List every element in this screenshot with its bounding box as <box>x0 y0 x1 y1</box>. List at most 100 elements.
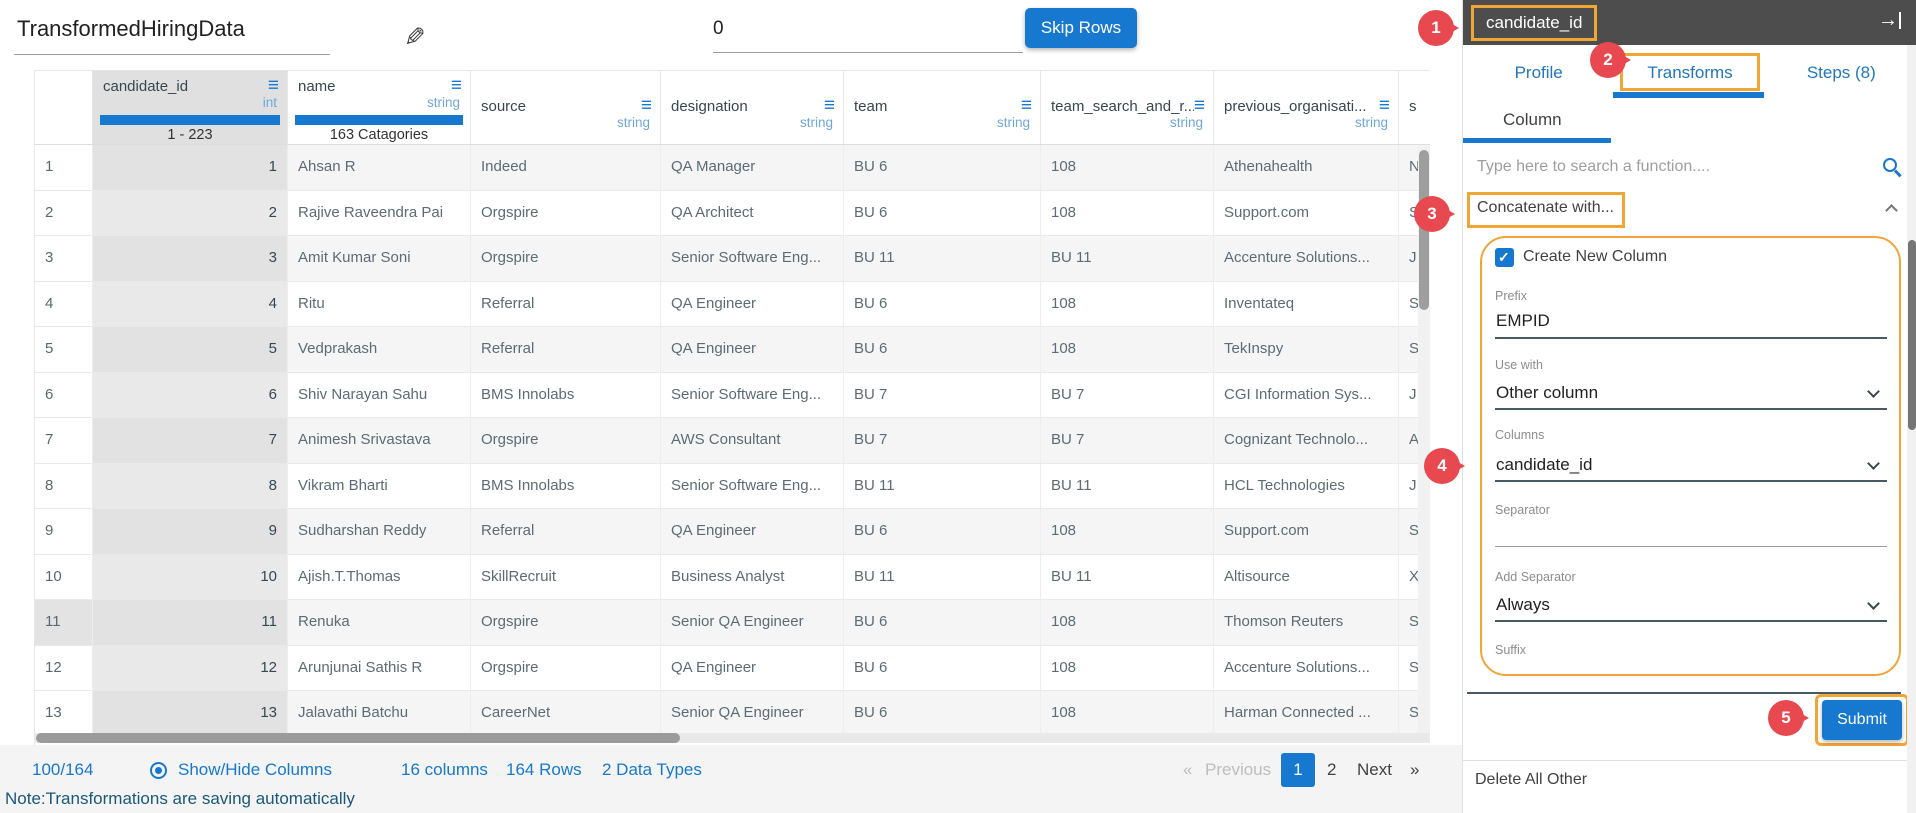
table-cell[interactable]: 108 <box>1041 190 1214 236</box>
table-cell[interactable]: BU 11 <box>1041 463 1214 509</box>
table-cell[interactable]: 1 <box>93 145 288 191</box>
table-cell[interactable]: 4 <box>93 281 288 327</box>
column-header-team-search-and-r-[interactable]: team_search_and_r... ≡ string <box>1041 71 1214 144</box>
table-cell[interactable]: Orgspire <box>471 600 661 646</box>
column-header-candidate-id[interactable]: candidate_id ≡ int 1 - 223 <box>93 71 288 144</box>
table-cell[interactable]: QA Engineer <box>661 281 844 327</box>
table-cell[interactable]: BU 6 <box>844 509 1041 555</box>
table-cell[interactable]: 10 <box>93 554 288 600</box>
table-cell[interactable]: QA Architect <box>661 190 844 236</box>
horizontal-scrollbar-thumb[interactable] <box>36 733 680 743</box>
pagination-next-symbol[interactable]: » <box>1410 760 1420 779</box>
function-concatenate-with[interactable]: Concatenate with... <box>1477 199 1614 216</box>
table-cell[interactable]: 108 <box>1041 281 1214 327</box>
columns-select[interactable]: candidate_id <box>1496 455 1593 474</box>
table-cell[interactable]: CGI Information Sys... <box>1214 372 1399 418</box>
column-header-designation[interactable]: designation ≡ string <box>661 71 844 144</box>
edit-pencil-icon[interactable]: ✎ <box>404 22 426 52</box>
table-cell[interactable]: 108 <box>1041 509 1214 555</box>
table-cell[interactable]: 108 <box>1041 600 1214 646</box>
table-cell[interactable]: Orgspire <box>471 418 661 464</box>
table-cell[interactable]: 13 <box>93 691 288 737</box>
table-cell[interactable]: QA Manager <box>661 145 844 191</box>
search-icon[interactable] <box>1883 158 1897 172</box>
table-cell[interactable]: BU 7 <box>844 418 1041 464</box>
tab-profile[interactable]: Profile <box>1514 63 1563 82</box>
table-cell[interactable]: BU 6 <box>844 691 1041 737</box>
table-cell[interactable]: CareerNet <box>471 691 661 737</box>
tab-transforms[interactable]: Transforms <box>1647 63 1733 82</box>
table-cell[interactable]: BU 11 <box>1041 554 1214 600</box>
table-cell[interactable]: Cognizant Technolo... <box>1214 418 1399 464</box>
table-cell[interactable]: 7 <box>93 418 288 464</box>
table-cell[interactable]: BU 7 <box>1041 372 1214 418</box>
table-cell[interactable]: Business Analyst <box>661 554 844 600</box>
table-cell[interactable]: Referral <box>471 509 661 555</box>
table-cell[interactable]: BU 11 <box>844 554 1041 600</box>
table-cell[interactable]: 9 <box>93 509 288 555</box>
table-cell[interactable]: BU 6 <box>844 645 1041 691</box>
panel-scrollbar-thumb[interactable] <box>1908 240 1916 430</box>
column-header-source[interactable]: source ≡ string <box>471 71 661 144</box>
skip-rows-button[interactable]: Skip Rows <box>1025 8 1137 48</box>
column-menu-icon[interactable]: ≡ <box>1378 95 1390 116</box>
table-cell[interactable]: 3 <box>93 236 288 282</box>
table-cell[interactable]: Senior Software Eng... <box>661 372 844 418</box>
table-cell[interactable]: Athenahealth <box>1214 145 1399 191</box>
table-cell[interactable]: 108 <box>1041 327 1214 373</box>
panel-scrollbar[interactable] <box>1907 45 1916 813</box>
table-cell[interactable]: Ahsan R <box>288 145 471 191</box>
column-menu-icon[interactable]: ≡ <box>267 75 279 96</box>
table-cell[interactable]: Orgspire <box>471 645 661 691</box>
table-cell[interactable]: Sudharshan Reddy <box>288 509 471 555</box>
table-cell[interactable]: BU 7 <box>844 372 1041 418</box>
table-cell[interactable]: 12 <box>93 645 288 691</box>
table-cell[interactable]: BU 11 <box>844 236 1041 282</box>
table-cell[interactable]: Inventateq <box>1214 281 1399 327</box>
table-cell[interactable]: QA Engineer <box>661 327 844 373</box>
prefix-input[interactable]: EMPID <box>1496 311 1550 330</box>
table-cell[interactable]: Harman Connected ... <box>1214 691 1399 737</box>
table-cell[interactable]: Senior QA Engineer <box>661 691 844 737</box>
table-cell[interactable]: 108 <box>1041 691 1214 737</box>
column-header-s[interactable]: s <box>1399 71 1430 144</box>
table-cell[interactable]: 108 <box>1041 145 1214 191</box>
subtab-column[interactable]: Column <box>1503 110 1562 129</box>
table-cell[interactable]: 8 <box>93 463 288 509</box>
table-cell[interactable]: Animesh Srivastava <box>288 418 471 464</box>
table-cell[interactable]: BU 6 <box>844 281 1041 327</box>
column-menu-icon[interactable]: ≡ <box>823 95 835 116</box>
column-menu-icon[interactable]: ≡ <box>450 75 462 96</box>
table-cell[interactable]: Altisource <box>1214 554 1399 600</box>
use-with-select[interactable]: Other column <box>1496 383 1599 402</box>
table-cell[interactable]: Referral <box>471 281 661 327</box>
table-cell[interactable]: 6 <box>93 372 288 418</box>
table-cell[interactable]: Support.com <box>1214 190 1399 236</box>
table-cell[interactable]: Vedprakash <box>288 327 471 373</box>
table-cell[interactable]: BU 6 <box>844 145 1041 191</box>
table-cell[interactable]: Thomson Reuters <box>1214 600 1399 646</box>
horizontal-scrollbar[interactable] <box>34 733 1430 743</box>
table-cell[interactable]: BU 6 <box>844 190 1041 236</box>
column-menu-icon[interactable]: ≡ <box>640 95 652 116</box>
visibility-eye-icon[interactable] <box>150 762 167 779</box>
table-cell[interactable]: QA Engineer <box>661 645 844 691</box>
table-cell[interactable]: Vikram Bharti <box>288 463 471 509</box>
vertical-scrollbar[interactable] <box>1418 146 1430 733</box>
table-cell[interactable]: Amit Kumar Soni <box>288 236 471 282</box>
table-cell[interactable]: Support.com <box>1214 509 1399 555</box>
table-cell[interactable]: Indeed <box>471 145 661 191</box>
add-separator-select[interactable]: Always <box>1496 595 1550 614</box>
table-cell[interactable]: Orgspire <box>471 190 661 236</box>
table-cell[interactable]: Shiv Narayan Sahu <box>288 372 471 418</box>
column-header-previous-organisati-[interactable]: previous_organisati... ≡ string <box>1214 71 1399 144</box>
function-search-input[interactable]: Type here to search a function.... <box>1477 158 1711 175</box>
table-cell[interactable]: Ajish.T.Thomas <box>288 554 471 600</box>
table-cell[interactable]: Referral <box>471 327 661 373</box>
table-cell[interactable]: AWS Consultant <box>661 418 844 464</box>
table-cell[interactable]: Arunjunai Sathis R <box>288 645 471 691</box>
table-cell[interactable]: Accenture Solutions... <box>1214 645 1399 691</box>
column-menu-icon[interactable]: ≡ <box>1020 95 1032 116</box>
table-cell[interactable]: BU 6 <box>844 600 1041 646</box>
function-delete-all-other[interactable]: Delete All Other <box>1475 771 1588 788</box>
